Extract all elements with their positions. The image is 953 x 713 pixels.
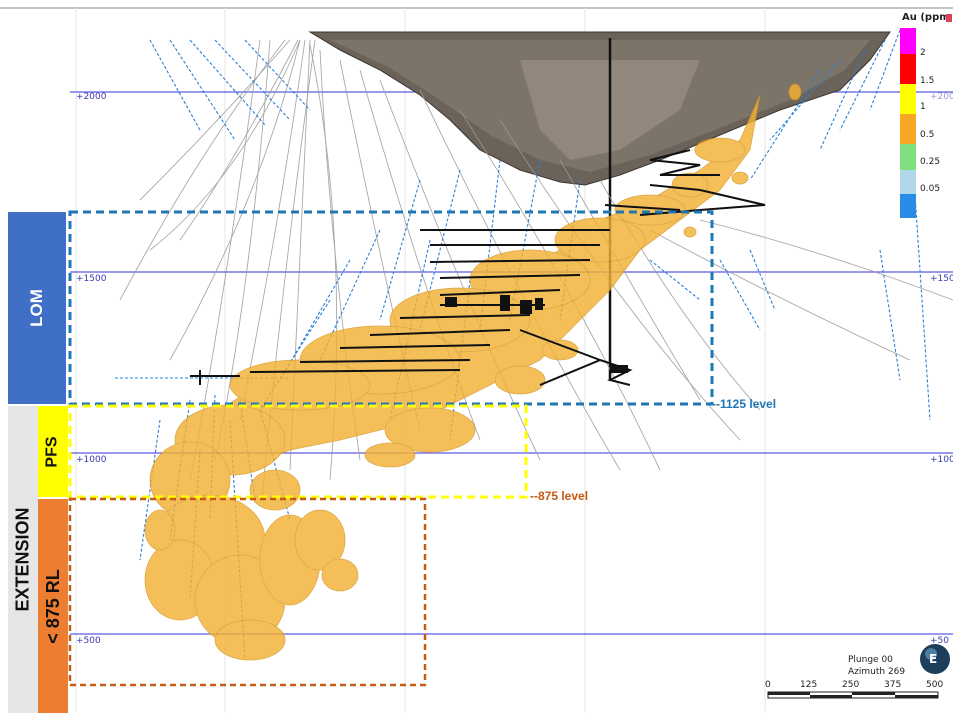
scale-tick-500: 500 [926,680,944,690]
plunge-label: Plunge 00 [848,655,893,665]
scale-bar [767,691,939,699]
legend-tick-2: 2 [920,48,926,58]
extension-label-text: EXTENSION [12,507,33,612]
scale-tick-0: 0 [765,680,771,690]
legend-tick-0-25: 0.25 [920,157,941,167]
legend-tick-0-5: 0.5 [920,130,935,140]
legend-tick-1-5: 1.5 [920,76,935,86]
legend-title: Au (ppm [902,12,950,23]
extension-zone-label: EXTENSION [8,406,38,713]
rl-label-500-left: +500 [76,636,101,646]
legend-tick-0-05: 0.05 [920,184,941,194]
pfs-zone-label: PFS [38,406,68,497]
stope-blocks [445,295,628,373]
rl-label-500-right: +50 [930,636,949,646]
rl-label-2000-left: +2000 [76,92,107,102]
lom-zone-label: LOM [8,212,66,404]
below875-label-text: < 875 RL [42,568,63,644]
legend-colorbar [900,28,916,218]
below875-zone-label: < 875 RL [38,499,68,713]
level-875-label: --875 level [530,489,589,503]
compass-letter: E [929,652,938,666]
pfs-zone-box [68,404,528,499]
compass-ball [920,644,950,674]
rl-label-1500-right: +150 [930,274,953,284]
scale-tick-125: 125 [800,680,818,690]
legend-tick-1: 1 [920,102,926,112]
rl-label-2000-right: +200 [930,92,953,102]
lom-label-text: LOM [27,289,46,327]
azimuth-label: Azimuth 269 [848,667,906,677]
underground-development [190,149,766,386]
scale-tick-250: 250 [842,680,860,690]
open-pit [308,31,891,380]
rl-label-1000-right: +100 [930,455,953,465]
scale-tick-375: 375 [884,680,902,690]
legend-title-marker [946,14,952,22]
pfs-label-text: PFS [44,435,61,468]
level-1125-label: --1125 level [712,397,777,411]
rl-label-1500-left: +1500 [76,274,107,284]
rl-label-1000-left: +1000 [76,455,107,465]
